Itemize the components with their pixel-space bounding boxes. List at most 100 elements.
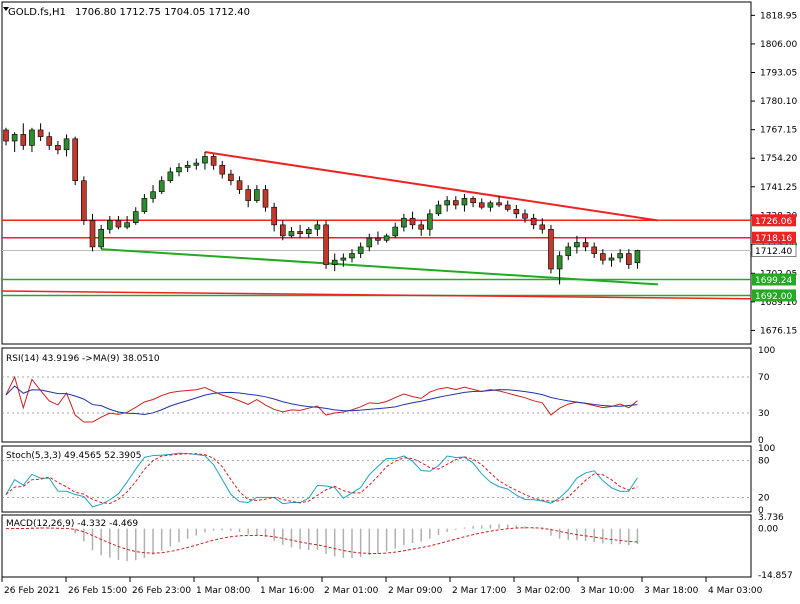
candle-body xyxy=(279,224,286,237)
candle-body xyxy=(323,224,329,265)
candle-body xyxy=(254,189,260,201)
candle-body xyxy=(158,180,165,193)
price-badge-label: 1712.40 xyxy=(755,247,792,257)
candle-body xyxy=(504,204,511,210)
macd-axis-label: 3.736 xyxy=(758,513,784,523)
time-tick-label: 3 Mar 02:00 xyxy=(516,586,571,596)
candle-body xyxy=(89,220,96,248)
time-tick-label: 4 Mar 03:00 xyxy=(708,586,763,596)
candle-body xyxy=(176,167,182,173)
rsi-pane[interactable] xyxy=(1,347,752,443)
collapse-triangle-icon[interactable] xyxy=(3,7,9,11)
candle-body xyxy=(236,180,243,190)
chart-header-symbol: GOLD.fs,H1 xyxy=(8,7,66,18)
time-tick-label: 26 Feb 2021 xyxy=(4,586,60,596)
candle-body xyxy=(409,217,416,226)
price-badge xyxy=(752,289,796,302)
trendlines[interactable] xyxy=(101,151,659,286)
candle-body xyxy=(29,129,35,146)
macd-axis-label: 0.00 xyxy=(758,525,778,535)
candle-body xyxy=(427,213,433,230)
candle-body xyxy=(124,222,130,228)
candle-body xyxy=(20,134,27,146)
stoch-axis-label: 100 xyxy=(758,444,775,454)
macd-axis-label: -14.857 xyxy=(758,571,793,581)
stoch-axis-label: 0 xyxy=(758,506,764,516)
rsi-title: RSI(14) 43.9196 ->MA(9) 38.0510 xyxy=(6,354,160,364)
candle-body xyxy=(530,217,537,226)
time-tick-label: 26 Feb 15:00 xyxy=(68,586,127,596)
candle-body xyxy=(210,156,217,166)
price-tick-label: 1676.15 xyxy=(760,326,797,336)
candle-body xyxy=(141,198,148,212)
candle-body xyxy=(340,257,347,261)
price-badge-label: 1726.06 xyxy=(755,217,792,227)
rsi-line xyxy=(5,375,638,423)
candle-body xyxy=(487,202,494,208)
stoch-pane[interactable] xyxy=(1,445,752,513)
price-tick-label: 1793.05 xyxy=(760,68,797,78)
candle-body xyxy=(245,189,251,201)
candle-body xyxy=(435,204,442,215)
candle-body xyxy=(366,237,373,248)
candle-body xyxy=(470,198,476,204)
stoch-axis: 100 80 20 0 xyxy=(2,444,775,516)
candle-body xyxy=(288,231,295,237)
rsi-lines xyxy=(5,375,638,423)
candle-body xyxy=(63,138,70,151)
candle-body xyxy=(3,129,9,142)
candle-body xyxy=(271,206,277,226)
candle-body xyxy=(107,220,113,230)
candle-body xyxy=(608,257,615,261)
time-tick-label: 1 Mar 16:00 xyxy=(260,586,315,596)
stoch-main-line xyxy=(5,452,638,508)
price-tick-label: 1780.10 xyxy=(760,97,797,107)
time-tick-label: 3 Mar 18:00 xyxy=(644,586,699,596)
candle-body xyxy=(55,145,61,151)
price-pane[interactable] xyxy=(1,1,752,345)
time-tick-label: 3 Mar 10:00 xyxy=(580,586,635,596)
price-badge-label: 1692.00 xyxy=(755,292,792,302)
candle-body xyxy=(193,162,200,166)
lower-red-line[interactable] xyxy=(1,290,752,300)
rsi-axis-label: 0 xyxy=(758,436,764,446)
stoch-signal-line xyxy=(5,453,638,505)
candle-body xyxy=(625,253,632,265)
candle-body xyxy=(375,237,381,241)
rsi-axis-label: 100 xyxy=(758,346,775,356)
candle-body xyxy=(202,156,208,164)
support-trendline[interactable] xyxy=(101,248,659,286)
time-tick-label: 2 Mar 01:00 xyxy=(324,586,379,596)
stoch-title: Stoch(5,3,3) 49.4565 52.3905 xyxy=(6,451,141,461)
macd-signal-line xyxy=(5,527,638,554)
price-tick-label: 1806.00 xyxy=(760,40,797,50)
candle-body xyxy=(81,180,87,221)
rsi-axis-label: 30 xyxy=(758,409,770,419)
candle-body xyxy=(297,231,303,234)
candle-body xyxy=(496,202,502,206)
candle-body xyxy=(72,138,78,182)
price-badge xyxy=(751,244,797,257)
candle-body xyxy=(634,250,641,264)
candles xyxy=(3,123,641,285)
price-axis: 1818.95 1806.00 1793.05 1780.10 1767.15 1754.… xyxy=(751,11,797,336)
stoch-axis-label: 20 xyxy=(758,494,770,504)
candle-body xyxy=(444,200,450,206)
candle-body xyxy=(461,198,468,206)
price-tick-label: 1767.15 xyxy=(760,126,797,136)
candle-body xyxy=(392,226,399,237)
time-tick-label: 2 Mar 09:00 xyxy=(388,586,443,596)
candle-body xyxy=(513,209,520,215)
candle-body xyxy=(331,259,338,265)
resistance-trendline[interactable] xyxy=(204,151,659,222)
stoch-lines xyxy=(5,452,638,508)
price-badge-label: 1718.16 xyxy=(755,234,792,244)
candle-body xyxy=(565,246,572,257)
candle-body xyxy=(591,246,598,254)
candle-body xyxy=(132,211,139,223)
candle-body xyxy=(600,253,606,261)
price-tick-label: 1741.25 xyxy=(760,183,797,193)
candle-body xyxy=(478,202,485,208)
